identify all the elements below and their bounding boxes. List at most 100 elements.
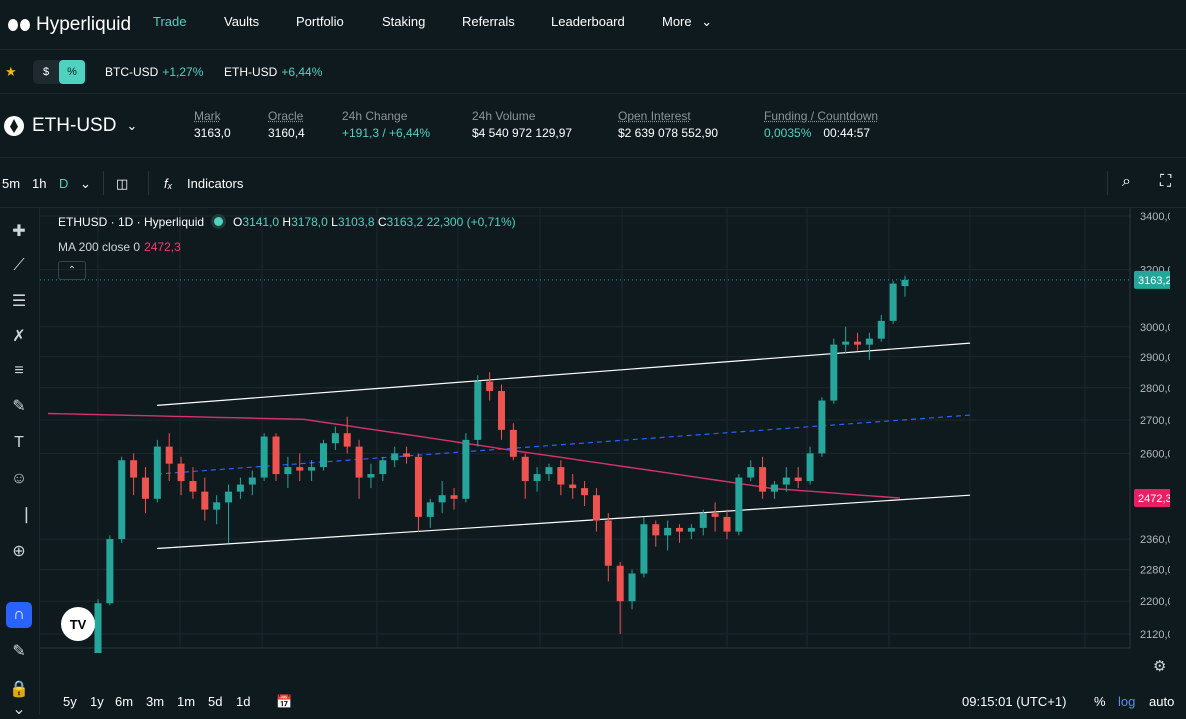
chevron-down-icon[interactable]: ⌄ <box>12 701 26 718</box>
ethereum-icon <box>4 116 24 136</box>
fib-icon[interactable]: ≡ <box>14 362 24 379</box>
range-3m[interactable]: 3m <box>146 694 165 709</box>
candle-body <box>794 477 802 482</box>
zoom-in-icon[interactable]: ⊕ <box>12 543 26 560</box>
ma-legend[interactable]: MA 200 close 0 2472,3 <box>58 240 181 254</box>
draw-lock-icon[interactable]: ✎ <box>12 643 26 660</box>
crosshair-icon[interactable]: ✚ <box>12 223 26 240</box>
range-1d[interactable]: 1d <box>236 694 251 709</box>
app-logo[interactable]: Hyperliquid <box>8 14 143 36</box>
candle-body <box>141 477 149 499</box>
timeframe-dropdown-chevron-icon[interactable]: ⌄ <box>80 176 91 191</box>
legend-title: ETHUSD · 1D · Hyperliquid <box>58 215 205 229</box>
stat-value: 0,0035% <box>764 126 812 140</box>
candle-body <box>225 491 233 503</box>
price-axis-label: 2360,0 <box>1140 534 1170 546</box>
toggle-dollar[interactable]: $ <box>42 66 50 78</box>
stat-label: Open Interest <box>618 109 691 123</box>
candle-body <box>545 467 553 475</box>
chart-settings-gear-icon[interactable]: ⚙ <box>1153 658 1167 675</box>
timeframe-d[interactable]: D <box>59 176 69 191</box>
legend-high: 3178,0 <box>291 215 328 229</box>
toggle-percent[interactable]: % <box>59 60 85 84</box>
candle-body <box>509 429 517 457</box>
legend-open: 3141,0 <box>242 215 280 229</box>
candle-body <box>343 433 351 447</box>
candle-body <box>699 513 707 528</box>
ticker-eth[interactable]: ETH-USD +6,44% <box>224 65 322 79</box>
horizontal-lines-icon[interactable]: ☰ <box>11 293 27 310</box>
candle-body <box>391 453 399 461</box>
candle-body <box>248 477 256 485</box>
candle-body <box>640 524 648 574</box>
nav-vaults[interactable]: Vaults <box>224 14 260 29</box>
stat-label: 24h Volume <box>472 109 536 123</box>
range-5y[interactable]: 5y <box>63 694 77 709</box>
candle-body <box>438 495 446 503</box>
lock-icon[interactable]: 🔒 <box>9 681 29 698</box>
candle-body <box>735 477 743 532</box>
ticker-bar: ★ $ % BTC-USD +1,27% ETH-USD +6,44% <box>0 50 1186 94</box>
candle-body <box>664 527 672 536</box>
trend-line-icon[interactable]: ⟋ <box>13 257 25 274</box>
candle-type-icon[interactable]: ◫ <box>116 176 129 191</box>
search-zoom-icon[interactable]: ⌕ <box>1122 173 1131 190</box>
nav-leaderboard[interactable]: Leaderboard <box>551 14 625 29</box>
auto-scale-toggle[interactable]: auto <box>1149 694 1175 709</box>
magnet-icon[interactable]: ∩ <box>6 602 32 628</box>
timezone-clock[interactable]: 09:15:01 (UTC+1) <box>962 694 1067 709</box>
price-axis-label: 3400,0 <box>1140 211 1170 223</box>
nav-referrals[interactable]: Referrals <box>462 14 515 29</box>
currency-percent-toggle[interactable]: $ % <box>33 60 87 84</box>
percent-scale-toggle[interactable]: % <box>1094 694 1106 709</box>
chevron-down-icon: ⌄ <box>126 118 138 133</box>
candle-body <box>201 491 209 510</box>
brush-icon[interactable]: ✎ <box>12 398 26 415</box>
price-axis-label: 2700,0 <box>1140 415 1170 427</box>
candle-body <box>284 467 292 475</box>
price-axis-label: 2900,0 <box>1140 352 1170 364</box>
candle-body <box>153 446 161 499</box>
text-icon[interactable]: T <box>14 434 24 451</box>
candle-body <box>877 320 885 339</box>
candle-body <box>865 338 873 345</box>
candle-body <box>604 520 612 566</box>
candle-body <box>557 467 565 485</box>
nav-staking[interactable]: Staking <box>382 14 426 29</box>
range-1m[interactable]: 1m <box>177 694 196 709</box>
timeframe-5m[interactable]: 5m <box>2 176 21 191</box>
ticker-btc[interactable]: BTC-USD +1,27% <box>105 65 203 79</box>
candle-body <box>165 446 173 464</box>
nav-portfolio[interactable]: Portfolio <box>296 14 344 29</box>
indicators-button[interactable]: Indicators <box>187 176 244 191</box>
chevron-down-icon: ⌄ <box>701 14 713 29</box>
nav-trade[interactable]: Trade <box>153 14 187 29</box>
candle-body <box>403 453 411 457</box>
function-icon[interactable]: fₓ <box>164 176 173 191</box>
price-axis-label: 2600,0 <box>1140 448 1170 460</box>
ruler-icon[interactable]: ⎹ <box>10 507 27 524</box>
fullscreen-icon[interactable]: ⛶ <box>1160 173 1172 190</box>
candle-body <box>687 527 695 532</box>
collapse-legend-button[interactable]: ⌃ <box>58 261 86 280</box>
market-selector[interactable]: ETH-USD ⌄ <box>4 115 137 137</box>
ticker-change: +6,44% <box>281 65 323 79</box>
stat-countdown: 00:44:57 <box>823 126 871 140</box>
date-range-calendar-icon[interactable]: 📅 <box>276 694 293 709</box>
timeframe-1h[interactable]: 1h <box>32 176 47 191</box>
pattern-icon[interactable]: ✗ <box>12 328 26 345</box>
tradingview-logo[interactable]: TV <box>61 607 95 641</box>
price-chart[interactable]: 3400,03200,03000,02900,02800,02700,02600… <box>40 208 1170 653</box>
star-icon[interactable]: ★ <box>5 64 17 79</box>
candle-body <box>806 453 814 482</box>
stat-value: 3163,0 <box>194 126 231 140</box>
range-6m[interactable]: 6m <box>115 694 134 709</box>
emoji-icon[interactable]: ☺ <box>10 470 28 487</box>
log-scale-toggle[interactable]: log <box>1118 694 1136 709</box>
range-1y[interactable]: 1y <box>90 694 104 709</box>
candle-body <box>367 474 375 478</box>
nav-more-label: More <box>662 14 692 29</box>
range-5d[interactable]: 5d <box>208 694 223 709</box>
candle-body <box>355 446 363 478</box>
nav-more[interactable]: More ⌄ <box>662 14 712 30</box>
